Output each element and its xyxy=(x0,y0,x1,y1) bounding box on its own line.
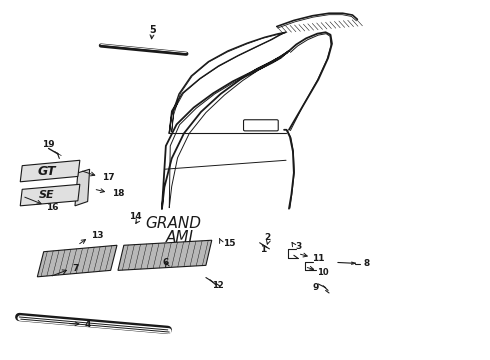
Polygon shape xyxy=(75,169,90,206)
Polygon shape xyxy=(20,184,80,206)
Text: 18: 18 xyxy=(112,189,124,198)
Text: 1: 1 xyxy=(261,246,267,255)
Text: AMI: AMI xyxy=(166,230,194,245)
Polygon shape xyxy=(37,245,117,277)
FancyBboxPatch shape xyxy=(244,120,278,131)
Text: 17: 17 xyxy=(102,173,115,182)
Text: 4: 4 xyxy=(85,320,91,329)
Text: 9: 9 xyxy=(313,283,319,292)
Text: 12: 12 xyxy=(212,281,223,290)
Text: 3: 3 xyxy=(296,242,302,251)
Text: GRAND: GRAND xyxy=(145,216,201,231)
Text: 8: 8 xyxy=(363,259,369,268)
Text: 6: 6 xyxy=(163,258,169,267)
Text: 5: 5 xyxy=(149,25,155,35)
Text: 10: 10 xyxy=(318,268,329,277)
Text: 19: 19 xyxy=(42,140,55,149)
Polygon shape xyxy=(20,160,80,182)
Text: 15: 15 xyxy=(223,239,236,248)
Text: 2: 2 xyxy=(264,233,270,242)
Polygon shape xyxy=(118,240,212,270)
Text: 14: 14 xyxy=(129,212,142,221)
Text: SE: SE xyxy=(39,190,55,200)
Text: 7: 7 xyxy=(73,265,79,274)
Text: 13: 13 xyxy=(91,231,103,240)
Text: 11: 11 xyxy=(313,254,325,263)
Text: 16: 16 xyxy=(46,203,58,212)
Text: GT: GT xyxy=(38,165,56,177)
